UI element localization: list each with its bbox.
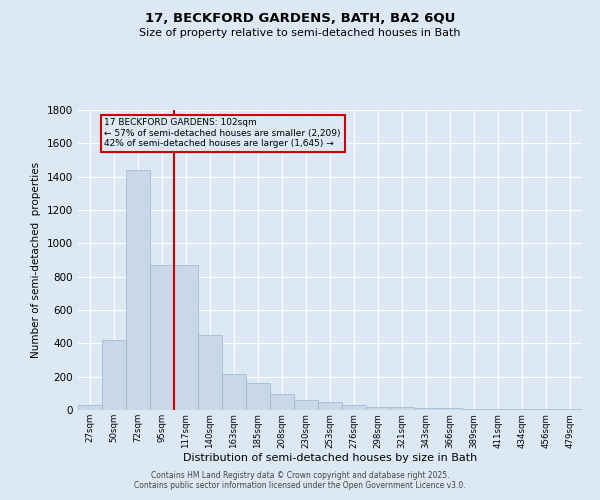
Bar [150,265,174,410]
Bar [438,408,462,410]
Bar [510,409,534,410]
Bar [366,406,390,410]
Bar [390,407,414,410]
Bar [222,374,246,410]
Bar [534,409,558,410]
Bar [318,402,342,410]
Text: Contains HM Land Registry data © Crown copyright and database right 2025.
Contai: Contains HM Land Registry data © Crown c… [134,470,466,490]
Bar [78,405,102,410]
Text: 17, BECKFORD GARDENS, BATH, BA2 6QU: 17, BECKFORD GARDENS, BATH, BA2 6QU [145,12,455,26]
Bar [462,408,486,410]
Bar [294,400,318,410]
Bar [486,408,510,410]
Bar [174,265,198,410]
Bar [126,170,150,410]
Bar [246,384,270,410]
Bar [414,408,438,410]
Bar [270,394,294,410]
Bar [342,405,366,410]
X-axis label: Distribution of semi-detached houses by size in Bath: Distribution of semi-detached houses by … [183,453,477,463]
Text: Size of property relative to semi-detached houses in Bath: Size of property relative to semi-detach… [139,28,461,38]
Bar [102,340,126,410]
Y-axis label: Number of semi-detached  properties: Number of semi-detached properties [31,162,41,358]
Text: 17 BECKFORD GARDENS: 102sqm
← 57% of semi-detached houses are smaller (2,209)
42: 17 BECKFORD GARDENS: 102sqm ← 57% of sem… [104,118,341,148]
Bar [558,409,582,410]
Bar [198,335,222,410]
